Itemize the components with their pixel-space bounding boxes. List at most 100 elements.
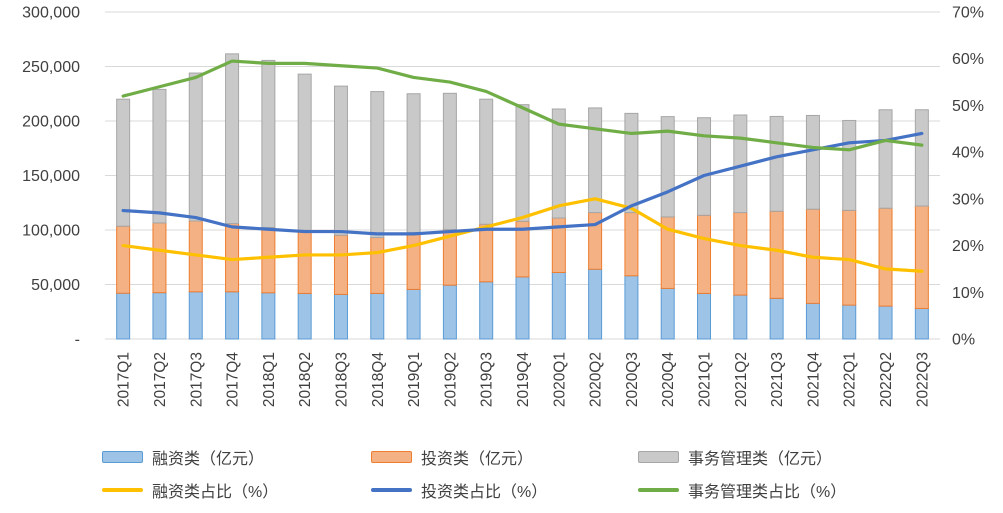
bar-segment	[333, 234, 348, 295]
x-axis-tick-label: 2020Q4	[660, 352, 677, 408]
bar-segment	[188, 72, 203, 222]
x-axis-tick-label: 2017Q1	[116, 352, 133, 407]
bar-segment	[515, 276, 530, 340]
pct-line	[121, 197, 924, 273]
bar-segment	[406, 93, 421, 234]
bar-segment	[805, 114, 820, 210]
bar-segment	[406, 232, 421, 290]
x-axis-tick-label: 2018Q4	[370, 352, 387, 408]
x-axis-tick-label: 2019Q3	[479, 352, 496, 407]
bar-segment	[333, 85, 348, 236]
bar-segment	[370, 91, 385, 239]
x-axis-tick-label: 2019Q1	[406, 352, 423, 407]
y-axis-right-tick-label: 20%	[952, 238, 984, 255]
bar-segment	[624, 275, 639, 340]
pct-line	[121, 131, 924, 236]
bar-segment	[551, 272, 566, 340]
bar-segment	[733, 294, 748, 340]
x-axis-tick-label: 2018Q3	[333, 352, 350, 407]
x-axis-tick-label: 2018Q1	[261, 352, 278, 407]
bar-segment	[842, 119, 857, 211]
x-axis-tick-label: 2020Q2	[588, 352, 605, 407]
bar-segment	[297, 292, 312, 340]
bar-segment	[551, 108, 566, 219]
bar-segment	[515, 104, 530, 222]
x-axis-tick-label: 2021Q3	[769, 352, 786, 407]
x-axis-tick-label: 2020Q1	[551, 352, 568, 407]
x-axis-tick-label: 2017Q3	[188, 352, 205, 407]
x-axis-tick-label: 2021Q4	[805, 352, 822, 408]
bar-segment	[406, 288, 421, 340]
bar-segment	[261, 292, 276, 340]
bar-segment	[624, 112, 639, 214]
bar-segment	[769, 297, 784, 340]
bar-segment	[624, 212, 639, 277]
x-axis-tick-label: 2019Q2	[442, 352, 459, 407]
y-axis-right-tick-label: 30%	[952, 191, 984, 208]
x-axis-tick-label: 2017Q4	[225, 352, 242, 408]
bar-segment	[297, 73, 312, 231]
bar-segment	[697, 214, 712, 294]
bar-segment	[842, 304, 857, 340]
y-axis-right-tick-label: 70%	[952, 5, 984, 22]
bar-segment	[152, 222, 167, 294]
bar-segment	[697, 117, 712, 216]
x-axis-tick-label: 2020Q3	[624, 352, 641, 407]
x-axis-tick-label: 2021Q2	[733, 352, 750, 407]
pct-line	[121, 59, 924, 152]
bar-segment	[225, 53, 240, 225]
bar-segment	[588, 268, 603, 340]
x-axis-tick-label: 2022Q1	[842, 352, 859, 407]
x-axis-tick-label: 2022Q2	[878, 352, 895, 407]
x-axis-tick-label: 2021Q1	[697, 352, 714, 407]
y-axis-right-tick-label: 0%	[952, 332, 975, 349]
x-axis-tick-label: 2019Q4	[515, 352, 532, 408]
bar-segment	[370, 292, 385, 340]
bar-segment	[479, 281, 494, 340]
y-axis-left-tick-label: 50,000	[31, 277, 80, 294]
y-axis-right-tick-label: 10%	[952, 285, 984, 302]
x-axis-tick-label: 2022Q3	[914, 352, 931, 407]
y-axis-left-tick-label: 100,000	[22, 223, 80, 240]
bar-segment	[769, 115, 784, 212]
y-axis-left-tick-label: 300,000	[22, 5, 80, 22]
y-axis-left-tick-label: 150,000	[22, 168, 80, 185]
bar-segment	[188, 291, 203, 340]
bar-segment	[152, 88, 167, 224]
bar-segment	[442, 92, 457, 231]
y-axis-right-tick-label: 50%	[952, 98, 984, 115]
bar-segment	[442, 284, 457, 340]
bar-segment	[370, 237, 385, 294]
bar-segment	[660, 287, 675, 340]
y-axis-right-tick-label: 40%	[952, 145, 984, 162]
bar-segment	[769, 210, 784, 299]
bar-segment	[116, 98, 131, 227]
bar-segment	[878, 207, 893, 307]
bar-segment	[116, 225, 131, 294]
bar-segment	[733, 212, 748, 296]
bar-segment	[479, 98, 494, 225]
x-axis-tick-label: 2018Q2	[297, 352, 314, 407]
bar-segment	[152, 292, 167, 340]
bar-segment	[333, 293, 348, 340]
x-axis-tick-label: 2017Q2	[152, 352, 169, 407]
bar-segment	[914, 307, 929, 340]
bar-segment	[479, 223, 494, 283]
bar-segment	[297, 229, 312, 294]
bar-segment	[805, 302, 820, 340]
y-axis-right-tick-label: 60%	[952, 51, 984, 68]
bar-segment	[914, 205, 929, 309]
bar-segment	[261, 59, 276, 228]
bar-segment	[914, 109, 929, 207]
bar-segment	[588, 107, 603, 214]
y-axis-left-tick-label: 250,000	[22, 59, 80, 76]
bar-segment	[225, 291, 240, 340]
bar-segment	[878, 305, 893, 340]
bar-segment	[878, 109, 893, 209]
bar-segment	[116, 292, 131, 340]
y-axis-left-tick-label: 200,000	[22, 114, 80, 131]
bar-segment	[261, 226, 276, 294]
y-axis-left-tick-label: -	[75, 332, 80, 349]
